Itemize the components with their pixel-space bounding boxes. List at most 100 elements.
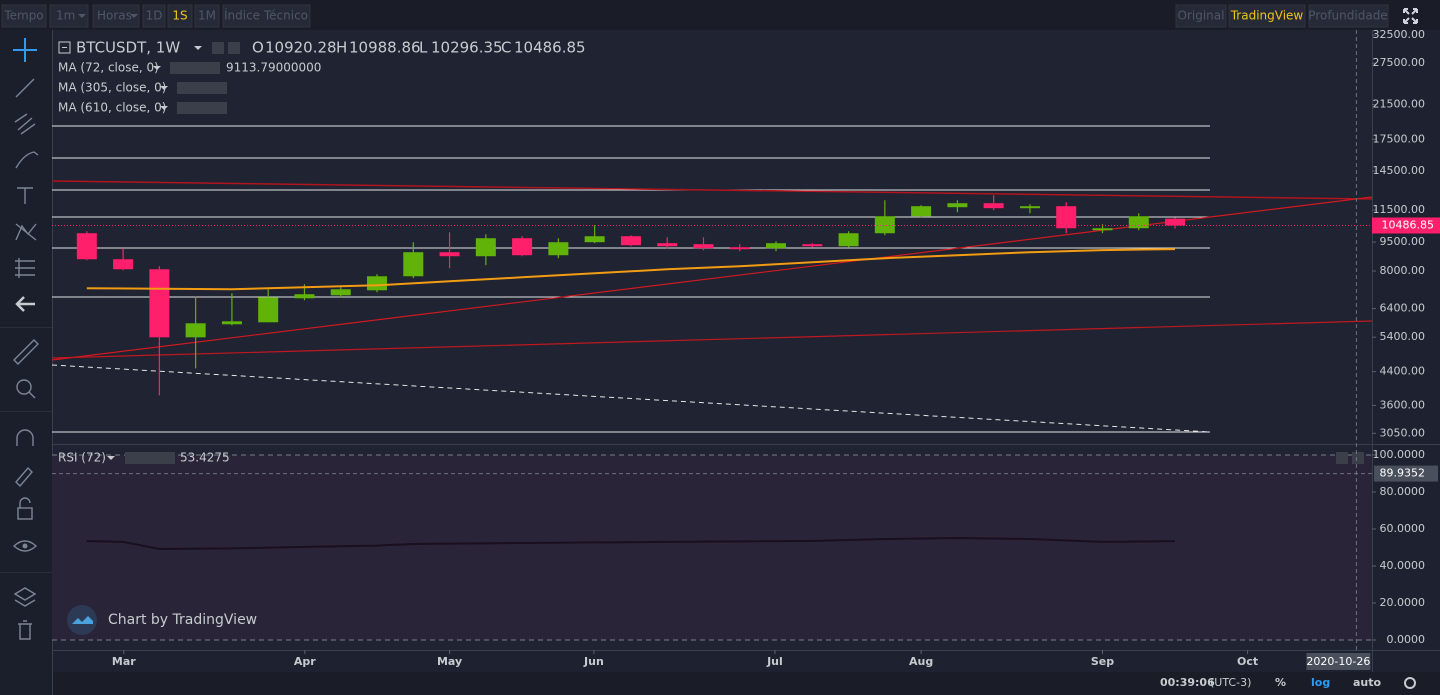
pane-button[interactable] <box>1336 452 1348 464</box>
zoom-handle <box>28 391 36 399</box>
trash-tool[interactable] <box>18 620 32 640</box>
legend-icon[interactable] <box>212 42 224 54</box>
y-tick-label: 8000.00 <box>1380 264 1426 277</box>
toolbar-button[interactable] <box>1308 4 1389 28</box>
timezone[interactable]: (UTC-3) <box>1210 676 1251 689</box>
watermark-logo-mark <box>72 616 93 624</box>
candle-body <box>657 243 678 247</box>
candle-body <box>1128 216 1149 229</box>
candle-body <box>330 289 351 296</box>
fullscreen-icon[interactable] <box>1403 8 1418 24</box>
dropdown-arrow[interactable] <box>160 106 168 110</box>
indicator-value: 9113.79000000 <box>226 61 321 75</box>
gann-tool[interactable] <box>15 258 35 278</box>
log-toggle[interactable]: log <box>1311 676 1330 689</box>
fib-tool[interactable] <box>14 113 36 135</box>
drawings <box>51 125 1373 433</box>
indicator-icons[interactable] <box>177 82 227 94</box>
toolbar-button[interactable] <box>49 4 89 28</box>
candle-body <box>874 216 895 234</box>
legend-icon[interactable] <box>228 42 240 54</box>
lock-shackle <box>19 497 31 508</box>
y-tick-label: 60.0000 <box>1380 522 1426 535</box>
candle-body <box>1019 206 1040 209</box>
toolbar-button[interactable] <box>142 4 166 28</box>
toolbar-button[interactable] <box>92 4 140 28</box>
collapse-box[interactable] <box>58 41 71 54</box>
x-tick-label: Jun <box>583 655 604 668</box>
arrow-tool[interactable] <box>15 296 35 312</box>
candle-body <box>185 323 206 338</box>
toolbar-label[interactable]: 1D <box>146 9 163 23</box>
ohlc-value: 10988.86 <box>349 39 421 57</box>
ohlc-value: 10920.28 <box>265 39 337 57</box>
y-tick-label: 21500.00 <box>1373 98 1426 111</box>
brush-tool[interactable] <box>15 151 39 169</box>
ohlc-key: H <box>336 39 347 57</box>
candle-body <box>548 242 569 256</box>
toolbar-label[interactable]: Horas <box>97 9 132 23</box>
toolbar-label[interactable]: TradingView <box>1230 9 1304 23</box>
toolbar-label[interactable]: 1M <box>198 9 216 23</box>
dropdown-arrow[interactable] <box>194 46 202 50</box>
percent-toggle[interactable]: % <box>1275 676 1286 689</box>
time-axis-area <box>52 650 1440 672</box>
dropdown-arrow <box>130 14 138 18</box>
text-tool[interactable] <box>17 187 33 204</box>
toolbar-button[interactable] <box>194 4 220 28</box>
toolbar-label[interactable]: Profundidade <box>1308 9 1387 23</box>
price-axis-area <box>1372 30 1440 650</box>
magnet-tool[interactable] <box>16 429 34 446</box>
stay-drawing-tool[interactable] <box>15 466 33 488</box>
dropdown-arrow[interactable] <box>153 66 161 70</box>
toolbar-label[interactable]: Tempo <box>3 9 43 23</box>
y-tick-label: 27500.00 <box>1373 56 1426 69</box>
toolbar-button[interactable] <box>1 4 47 28</box>
auto-toggle[interactable]: auto <box>1353 676 1382 689</box>
indicator-icons[interactable] <box>125 452 175 464</box>
candle-body <box>221 321 242 325</box>
dropdown-arrow[interactable] <box>160 86 168 90</box>
crosshair-value-box <box>1374 465 1438 482</box>
candle-body <box>838 233 859 247</box>
toolbar-label[interactable]: 1S <box>172 9 187 23</box>
toolbar-button[interactable] <box>1175 4 1227 28</box>
indicator-icons[interactable] <box>177 102 227 114</box>
zoom-tool[interactable] <box>16 379 32 395</box>
series-layer <box>52 195 1372 641</box>
candle-body <box>475 238 496 257</box>
rsi-value: 53.4275 <box>180 451 230 465</box>
indicator-icons[interactable] <box>170 62 220 74</box>
layers-tool[interactable] <box>13 587 37 607</box>
last-price-label: 10486.85 <box>1382 218 1435 231</box>
toolbar-label[interactable]: 1m <box>56 9 75 23</box>
toolbar-button[interactable] <box>1228 4 1306 28</box>
ruler-tool[interactable] <box>13 339 39 365</box>
crosshair-value: 89.9352 <box>1380 467 1426 480</box>
clock: 00:39:06 <box>1160 676 1215 689</box>
y-tick-label: 6400.00 <box>1380 302 1426 315</box>
y-tick-label: 17500.00 <box>1373 132 1426 145</box>
toolbar-label[interactable]: Índice Técnico <box>224 8 308 23</box>
y-tick-label: 20.0000 <box>1380 596 1426 609</box>
pattern-tool[interactable] <box>15 223 37 241</box>
dropdown-arrow[interactable] <box>107 456 115 460</box>
toolbar-button[interactable] <box>222 4 311 28</box>
toolbar-label[interactable]: Original <box>1178 9 1225 23</box>
visibility-tool[interactable] <box>12 540 38 552</box>
candle-body <box>983 203 1004 209</box>
y-tick-label: 100.0000 <box>1373 448 1426 461</box>
candle-body <box>911 206 932 217</box>
crosshair-tool[interactable] <box>13 38 37 62</box>
watermark: Chart by TradingView <box>108 612 257 628</box>
line-tool[interactable] <box>15 78 35 98</box>
candle-body <box>113 259 134 270</box>
lock-tool[interactable] <box>17 507 33 520</box>
x-tick-label: Sep <box>1091 655 1114 668</box>
pane-button[interactable] <box>1352 452 1364 464</box>
toolbar-button[interactable] <box>167 4 193 28</box>
settings-icon[interactable] <box>1404 677 1416 689</box>
candle-body <box>620 236 641 246</box>
